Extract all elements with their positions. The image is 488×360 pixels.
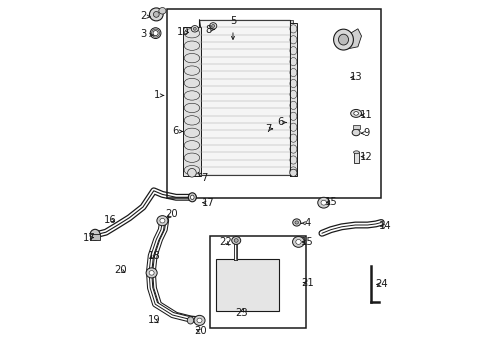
Ellipse shape (350, 109, 361, 117)
Text: 6: 6 (172, 126, 182, 136)
Ellipse shape (231, 237, 240, 244)
Ellipse shape (292, 219, 300, 226)
Ellipse shape (153, 12, 159, 17)
Text: 21: 21 (301, 278, 313, 288)
Text: 2: 2 (140, 11, 150, 21)
Ellipse shape (149, 271, 154, 275)
Ellipse shape (188, 193, 196, 202)
Ellipse shape (197, 318, 202, 323)
Bar (289, 20, 293, 175)
Ellipse shape (160, 219, 164, 223)
Ellipse shape (191, 26, 198, 32)
Ellipse shape (234, 239, 238, 242)
Bar (216, 259, 279, 311)
Text: 17: 17 (82, 233, 95, 243)
Ellipse shape (187, 317, 193, 324)
Polygon shape (343, 29, 361, 50)
Text: 7: 7 (264, 124, 272, 134)
Ellipse shape (90, 229, 100, 240)
Text: 19: 19 (147, 315, 160, 325)
Ellipse shape (209, 23, 216, 29)
Ellipse shape (159, 8, 166, 14)
Ellipse shape (317, 197, 329, 208)
Ellipse shape (193, 27, 196, 30)
Ellipse shape (351, 129, 359, 136)
Bar (352, 125, 359, 129)
Text: 5: 5 (229, 16, 236, 39)
Text: 17: 17 (201, 198, 214, 208)
Text: 23: 23 (235, 308, 247, 318)
Bar (289, 23, 297, 176)
Text: 20: 20 (194, 326, 206, 336)
Text: 8: 8 (205, 24, 214, 35)
Ellipse shape (353, 112, 358, 115)
Circle shape (289, 169, 296, 176)
Ellipse shape (153, 31, 158, 36)
Text: 18: 18 (148, 251, 161, 261)
Ellipse shape (150, 28, 161, 39)
Ellipse shape (295, 239, 301, 244)
Bar (353, 152, 359, 163)
Text: 20: 20 (114, 265, 126, 275)
Ellipse shape (353, 151, 359, 154)
Text: 15: 15 (301, 237, 313, 247)
Text: 22: 22 (219, 237, 232, 247)
Ellipse shape (292, 237, 304, 247)
Text: 20: 20 (165, 209, 178, 219)
Text: 12: 12 (359, 152, 372, 162)
Bar (90, 234, 100, 240)
Ellipse shape (333, 29, 353, 50)
Ellipse shape (146, 268, 157, 278)
Ellipse shape (149, 8, 163, 21)
Text: 11: 11 (359, 110, 372, 120)
Text: 13: 13 (349, 72, 362, 82)
Ellipse shape (194, 315, 204, 325)
Text: 24: 24 (375, 279, 387, 289)
Text: 15: 15 (325, 197, 337, 207)
Text: 3: 3 (140, 29, 153, 39)
Ellipse shape (211, 24, 214, 27)
Text: 9: 9 (361, 128, 368, 138)
Text: 10: 10 (177, 27, 189, 37)
Ellipse shape (294, 221, 298, 224)
Text: 1: 1 (154, 90, 163, 100)
Ellipse shape (320, 200, 325, 205)
Text: 6: 6 (277, 117, 286, 127)
Circle shape (187, 168, 196, 177)
Text: 14: 14 (378, 221, 390, 231)
Text: 16: 16 (104, 215, 117, 225)
Bar (167, 9, 381, 198)
Text: 4: 4 (301, 218, 310, 228)
Ellipse shape (190, 195, 194, 199)
Bar (183, 27, 200, 176)
Text: 7: 7 (198, 172, 207, 183)
Ellipse shape (157, 216, 167, 226)
Bar (199, 20, 289, 175)
Bar (210, 236, 305, 328)
Ellipse shape (338, 34, 348, 45)
